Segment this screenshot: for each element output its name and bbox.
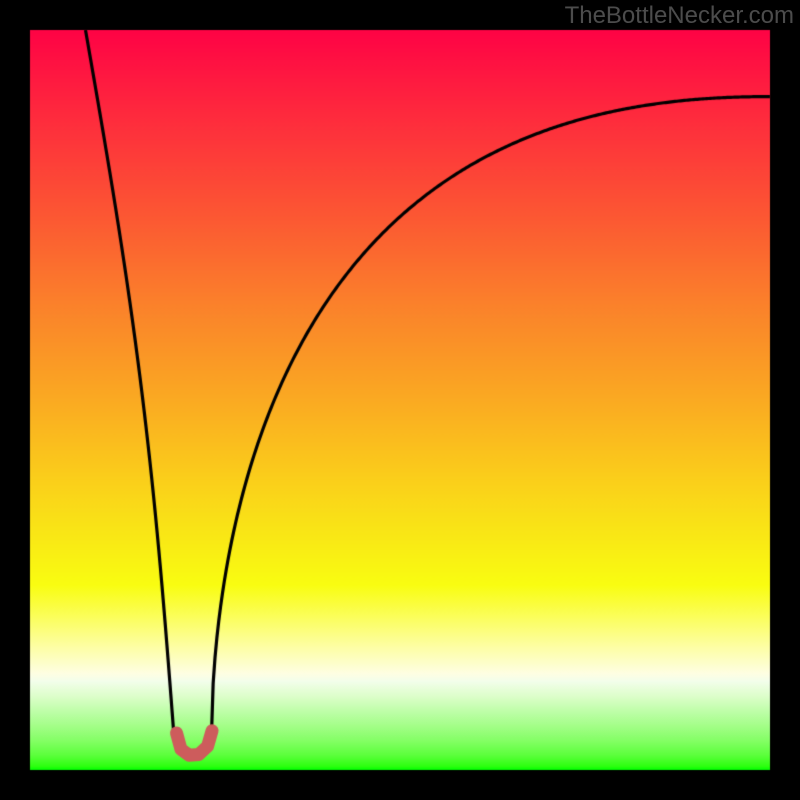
chart-stage: TheBottleNecker.com bbox=[0, 0, 800, 800]
gradient-background bbox=[0, 0, 800, 800]
